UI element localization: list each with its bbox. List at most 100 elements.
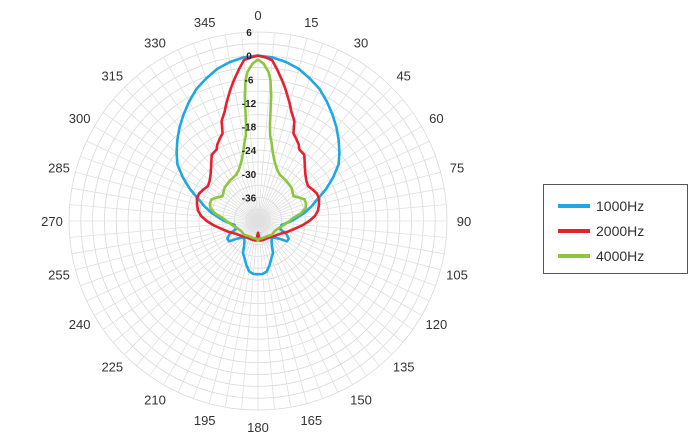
grid-spoke [124,87,259,222]
grid-spoke [257,112,414,222]
grid-spoke [192,220,259,399]
grid-spoke [86,140,259,222]
angle-tick-label: 210 [144,392,166,407]
grid-spoke [257,220,404,343]
radial-tick-label: -30 [242,170,257,181]
grid-spoke [71,187,259,222]
angle-tick-label: 165 [300,413,322,428]
angle-tick-label: 345 [194,15,216,30]
grid-spoke [241,220,259,410]
angle-tick-label: 45 [396,68,410,83]
grid-spoke [257,32,275,222]
angle-tick-label: 240 [69,317,91,332]
angle-tick-label: 135 [393,360,415,375]
series-layer [175,54,341,276]
grid-spoke [257,220,292,408]
grid-spoke [136,220,259,367]
grid-spoke [257,34,292,222]
polar-grid [68,31,448,411]
grid-spoke [257,220,441,271]
grid-spoke [224,220,259,408]
grid-spoke [163,57,259,222]
grid-spoke [257,220,392,355]
grid-spoke [257,220,447,238]
grid-spoke [257,43,324,222]
grid-spoke [257,140,430,222]
grid-spoke [257,155,436,222]
grid-spoke [102,112,259,222]
angle-tick-labels: 0 153045607590105120135150165180195210225… [41,8,471,435]
radial-tick-label: -18 [242,123,257,134]
angle-tick-label: 255 [48,267,70,282]
radial-tick-label: 6 [246,28,252,39]
series-4000hz-line [208,58,308,242]
angle-tick-label: 225 [101,360,123,375]
angle-tick-label: 330 [144,36,166,51]
radial-tick-label: -6 [245,75,254,86]
grid-spoke [257,220,324,399]
legend: 1000Hz 2000Hz 4000Hz [543,184,688,274]
radial-tick-labels: 6 0 -6 -12 -18 -24 -30 -36 [242,28,257,204]
grid-spoke [257,75,380,222]
angle-tick-label: 285 [48,161,70,176]
grid-spoke [149,65,259,222]
grid-spoke [71,220,259,255]
grid-spoke [257,65,367,222]
grid-spoke [241,32,259,222]
radial-tick-label: -24 [242,146,257,157]
radial-tick-label: -12 [242,99,257,110]
grid-spoke [257,220,353,385]
angle-tick-label: 150 [350,392,372,407]
legend-swatch [558,254,590,258]
grid-spoke [257,171,441,222]
angle-tick-label: 180 [247,420,269,435]
grid-spoke [224,34,259,222]
grid-spoke [75,220,259,271]
grid-spoke [257,87,392,222]
grid-spoke [257,57,353,222]
grid-spoke [257,204,447,222]
series-2000hz-line [195,54,321,242]
grid-spoke [112,99,259,222]
grid-spoke [69,204,259,222]
angle-tick-label: 0 [254,8,261,23]
legend-label: 2000Hz [596,223,645,239]
angle-tick-label: 15 [304,15,318,30]
angle-tick-label: 315 [101,68,123,83]
grid-spoke [257,126,422,222]
grid-spoke [124,220,259,355]
grid-spoke [80,155,259,222]
angle-tick-label: 120 [426,317,448,332]
grid-spoke [192,43,259,222]
grid-spoke [257,220,380,367]
grid-spoke [257,220,445,255]
grid-spoke [136,75,259,222]
grid-spoke [257,99,404,222]
radial-tick-label: -36 [242,193,257,204]
grid-spoke [208,220,259,404]
legend-item: 2000Hz [558,223,644,239]
angle-tick-label: 105 [446,267,468,282]
legend-swatch [558,229,590,233]
legend-item: 4000Hz [558,248,644,264]
angle-tick-label: 90 [457,214,471,229]
legend-swatch [558,204,590,208]
grid-spoke [69,220,259,238]
grid-spoke [112,220,259,343]
angle-tick-label: 75 [450,161,464,176]
grid-spoke [149,220,259,377]
legend-label: 4000Hz [596,248,645,264]
angle-tick-label: 30 [354,36,368,51]
grid-spoke [257,220,308,404]
grid-spoke [177,49,259,222]
grid-spoke [257,220,275,410]
legend-label: 1000Hz [596,198,645,214]
grid-spoke [257,220,367,377]
legend-item: 1000Hz [558,198,644,214]
radial-tick-label: 0 [246,52,252,63]
angle-tick-label: 195 [194,413,216,428]
grid-spoke [94,220,259,316]
angle-tick-label: 300 [69,111,91,126]
grid-spoke [75,171,259,222]
